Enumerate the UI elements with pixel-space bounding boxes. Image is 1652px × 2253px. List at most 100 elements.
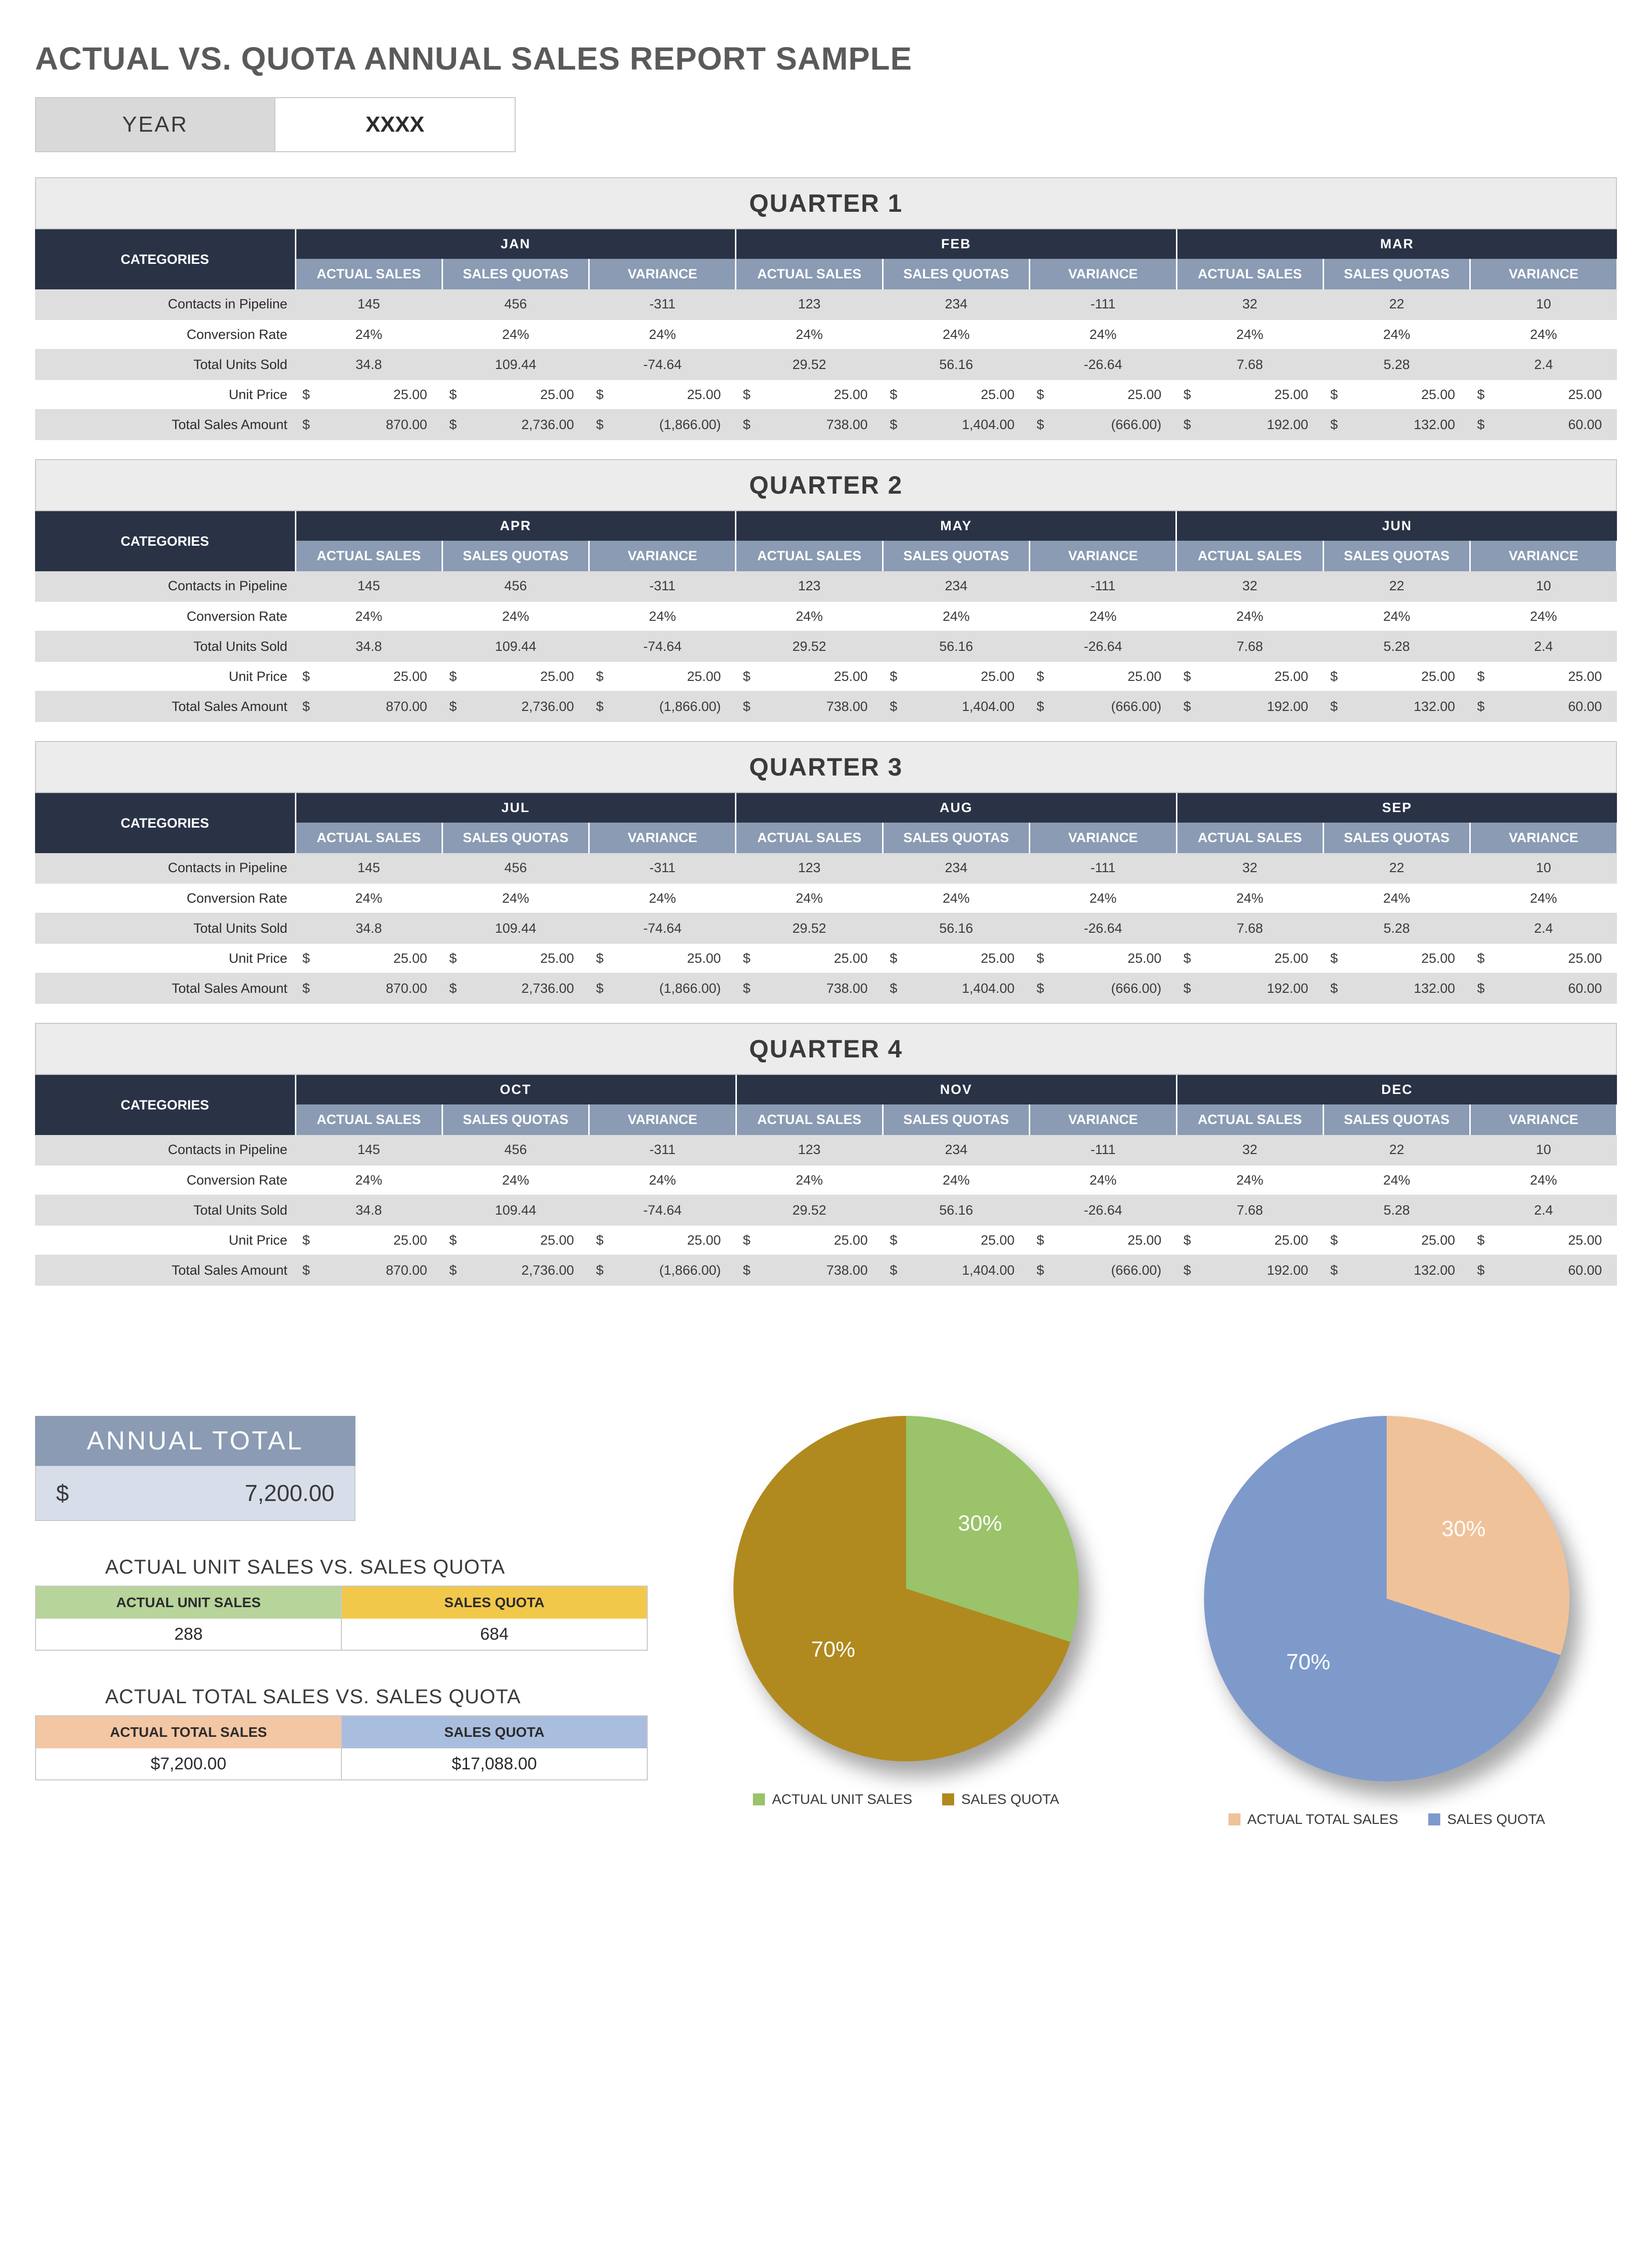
value-cell: 24% — [736, 319, 883, 349]
value-cell: 2.4 — [1470, 631, 1617, 661]
value-cell: -26.64 — [1030, 631, 1176, 661]
unit-right-value: 684 — [342, 1619, 647, 1650]
value-cell: 24% — [1323, 319, 1470, 349]
sub-header: SALES QUOTAS — [442, 823, 589, 853]
sub-header: SALES QUOTAS — [1323, 541, 1470, 571]
value-cell: -111 — [1030, 853, 1176, 883]
value-cell: 456 — [442, 571, 589, 601]
legend-label: ACTUAL UNIT SALES — [772, 1791, 912, 1807]
table-row: Contacts in Pipeline145456-311123234-111… — [35, 853, 1617, 883]
value-cell: 24% — [883, 319, 1029, 349]
row-label: Conversion Rate — [35, 601, 295, 631]
month-header: AUG — [736, 793, 1176, 823]
value-cell: -311 — [589, 1135, 736, 1165]
table-row: Conversion Rate24%24%24%24%24%24%24%24%2… — [35, 601, 1617, 631]
value-cell: $870.00 — [295, 691, 442, 721]
sub-header: ACTUAL SALES — [295, 823, 442, 853]
value-cell: -26.64 — [1030, 349, 1176, 380]
value-cell: 24% — [295, 1165, 442, 1195]
value-cell: 123 — [736, 289, 883, 319]
value-cell: 22 — [1323, 571, 1470, 601]
value-cell: 34.8 — [295, 913, 442, 943]
value-cell: $25.00 — [295, 661, 442, 691]
summary-section: ANNUAL TOTAL $7,200.00 ACTUAL UNIT SALES… — [35, 1416, 1617, 1827]
value-cell: $25.00 — [589, 661, 736, 691]
sub-header: VARIANCE — [1470, 1104, 1617, 1135]
total-left-label: ACTUAL TOTAL SALES — [36, 1716, 341, 1748]
value-cell: 456 — [442, 289, 589, 319]
sub-header: SALES QUOTAS — [883, 823, 1029, 853]
month-header: JAN — [295, 229, 736, 259]
value-cell: $(666.00) — [1030, 1255, 1176, 1285]
value-cell: 24% — [1176, 601, 1323, 631]
value-cell: 32 — [1176, 853, 1323, 883]
table-row: Conversion Rate24%24%24%24%24%24%24%24%2… — [35, 319, 1617, 349]
table-row: Contacts in Pipeline145456-311123234-111… — [35, 289, 1617, 319]
value-cell: $2,736.00 — [442, 691, 589, 721]
value-cell: $2,736.00 — [442, 1255, 589, 1285]
unit-right-label: SALES QUOTA — [342, 1587, 647, 1619]
value-cell: 24% — [736, 883, 883, 913]
legend-item: ACTUAL UNIT SALES — [753, 1791, 912, 1807]
value-cell: 234 — [883, 853, 1029, 883]
total-right-label: SALES QUOTA — [342, 1716, 647, 1748]
year-label: YEAR — [35, 97, 275, 152]
legend-item: SALES QUOTA — [942, 1791, 1059, 1807]
value-cell: $25.00 — [1030, 380, 1176, 410]
table-row: Conversion Rate24%24%24%24%24%24%24%24%2… — [35, 1165, 1617, 1195]
categories-header: CATEGORIES — [35, 511, 295, 571]
sub-header: VARIANCE — [1030, 259, 1176, 289]
value-cell: 24% — [883, 1165, 1029, 1195]
legend-swatch — [753, 1793, 765, 1805]
value-cell: 234 — [883, 289, 1029, 319]
value-cell: $192.00 — [1176, 691, 1323, 721]
sub-header: ACTUAL SALES — [736, 823, 883, 853]
value-cell: $192.00 — [1176, 410, 1323, 440]
value-cell: $132.00 — [1323, 691, 1470, 721]
value-cell: $25.00 — [295, 1225, 442, 1255]
value-cell: 24% — [883, 883, 1029, 913]
table-row: Conversion Rate24%24%24%24%24%24%24%24%2… — [35, 883, 1617, 913]
annual-total-value: $7,200.00 — [35, 1466, 355, 1521]
value-cell: 5.28 — [1323, 631, 1470, 661]
value-cell: $25.00 — [589, 943, 736, 973]
value-cell: $(1,866.00) — [589, 1255, 736, 1285]
value-cell: 5.28 — [1323, 1195, 1470, 1225]
row-label: Total Sales Amount — [35, 691, 295, 721]
quarter-title: QUARTER 4 — [35, 1023, 1617, 1075]
sub-header: ACTUAL SALES — [736, 541, 883, 571]
value-cell: $25.00 — [1323, 943, 1470, 973]
sub-header: SALES QUOTAS — [883, 541, 1029, 571]
value-cell: 56.16 — [883, 349, 1029, 380]
pie-chart — [1204, 1416, 1569, 1781]
total-right-value: $17,088.00 — [342, 1748, 647, 1779]
sub-header: ACTUAL SALES — [1176, 541, 1323, 571]
value-cell: -311 — [589, 289, 736, 319]
month-header: DEC — [1176, 1075, 1617, 1104]
value-cell: 34.8 — [295, 1195, 442, 1225]
value-cell: $2,736.00 — [442, 410, 589, 440]
value-cell: 29.52 — [736, 349, 883, 380]
value-cell: 34.8 — [295, 631, 442, 661]
value-cell: 145 — [295, 1135, 442, 1165]
value-cell: $(666.00) — [1030, 973, 1176, 1003]
month-header: JUL — [295, 793, 736, 823]
value-cell: 24% — [442, 1165, 589, 1195]
value-cell: 145 — [295, 289, 442, 319]
legend-item: SALES QUOTA — [1428, 1811, 1545, 1827]
value-cell: $25.00 — [1470, 380, 1617, 410]
value-cell: 24% — [736, 1165, 883, 1195]
value-cell: 10 — [1470, 571, 1617, 601]
row-label: Unit Price — [35, 661, 295, 691]
value-cell: $25.00 — [295, 380, 442, 410]
sub-header: VARIANCE — [589, 1104, 736, 1135]
value-cell: -111 — [1030, 571, 1176, 601]
value-cell: 24% — [589, 601, 736, 631]
value-cell: 24% — [1470, 1165, 1617, 1195]
table-row: Total Sales Amount$870.00$2,736.00$(1,86… — [35, 691, 1617, 721]
value-cell: 24% — [1470, 883, 1617, 913]
sub-header: VARIANCE — [1030, 541, 1176, 571]
value-cell: $25.00 — [1323, 661, 1470, 691]
value-cell: $192.00 — [1176, 973, 1323, 1003]
legend-label: SALES QUOTA — [1447, 1811, 1545, 1827]
